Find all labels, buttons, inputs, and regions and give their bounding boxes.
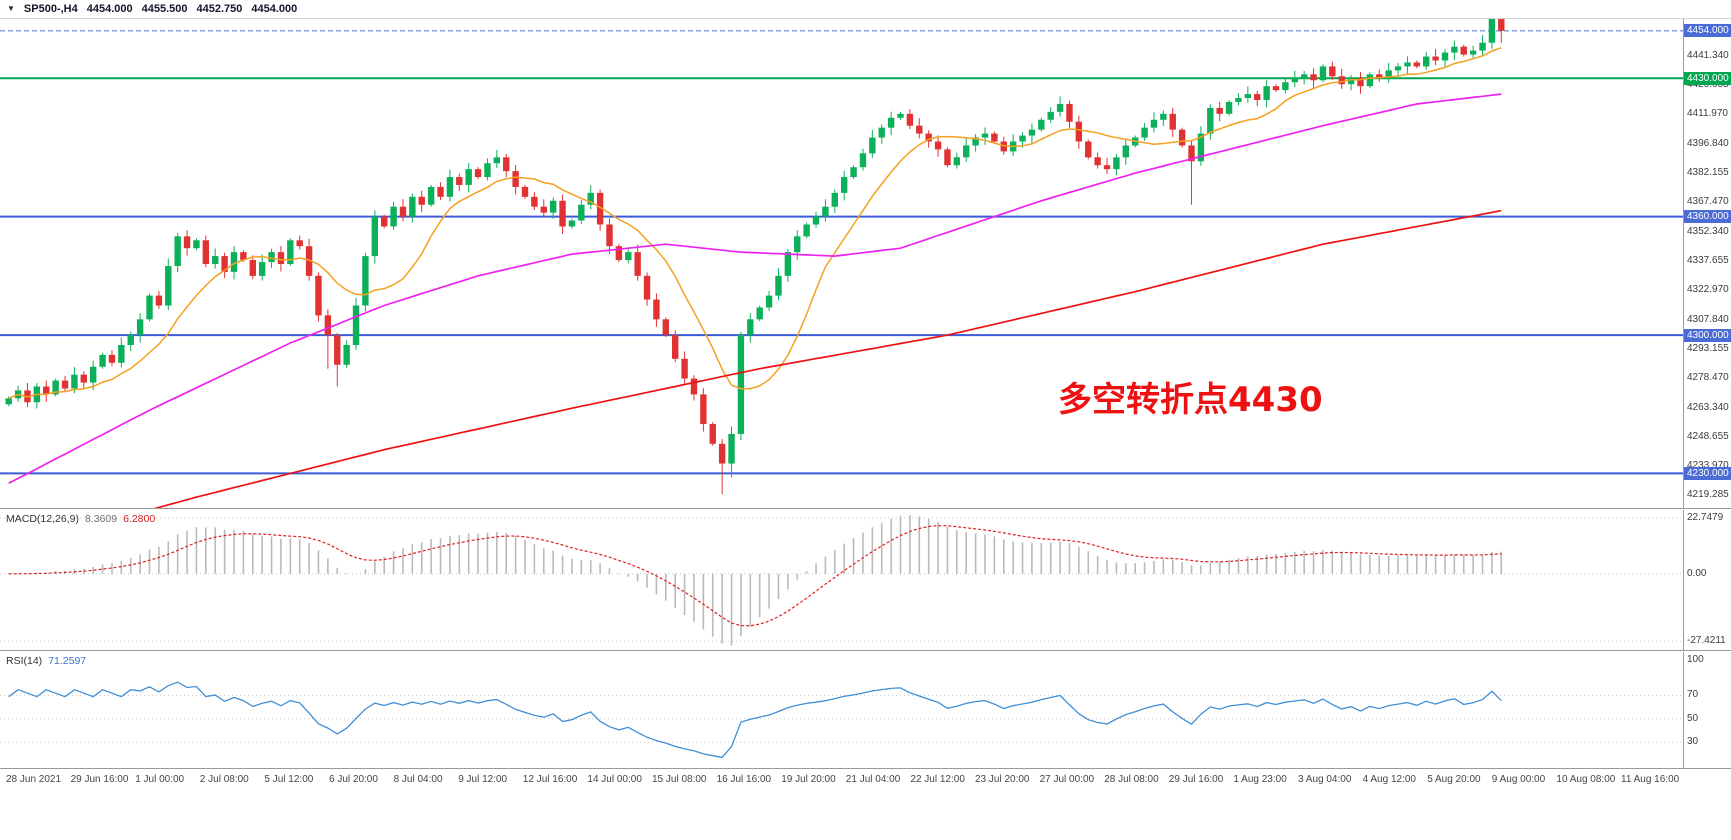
time-label: 10 Aug 08:00 bbox=[1556, 774, 1616, 785]
time-label: 2 Jul 08:00 bbox=[199, 774, 249, 785]
time-label: 19 Jul 20:00 bbox=[781, 774, 836, 785]
rsi-axis-label: 100 bbox=[1687, 654, 1704, 666]
time-label: 29 Jul 16:00 bbox=[1168, 774, 1224, 785]
price-tick-label: 4233.970 bbox=[1687, 459, 1729, 471]
macd-axis-label: 22.7479 bbox=[1687, 511, 1724, 523]
quote-high: 4455.500 bbox=[141, 3, 188, 15]
macd-axis-label: 0.00 bbox=[1687, 567, 1707, 579]
time-label: 4 Aug 12:00 bbox=[1362, 774, 1416, 785]
annotation-text: 多空转折点4430 bbox=[1058, 380, 1323, 420]
rsi-chart[interactable] bbox=[0, 652, 1683, 768]
price-level-label: 4430.000 bbox=[1684, 71, 1731, 85]
time-label: 28 Jul 08:00 bbox=[1104, 774, 1159, 785]
rsi-axis[interactable]: 100 70 50 30 bbox=[1683, 652, 1731, 768]
time-label: 16 Jul 16:00 bbox=[716, 774, 772, 785]
rsi-line bbox=[8, 681, 1502, 759]
quote-close: 4454.000 bbox=[251, 3, 298, 15]
time-axis[interactable]: 28 Jun 2021 29 Jun 16:00 1 Jul 00:00 2 Jul … bbox=[0, 770, 1731, 792]
time-label: 15 Jul 08:00 bbox=[652, 774, 707, 785]
rsi-panel bbox=[0, 652, 1731, 768]
rsi-value: 71.2597 bbox=[48, 655, 87, 667]
symbol-dropdown-icon[interactable]: ▼ bbox=[7, 3, 15, 13]
time-label: 5 Jul 12:00 bbox=[264, 774, 314, 785]
time-label: 1 Jul 00:00 bbox=[135, 774, 185, 785]
time-label: 9 Aug 00:00 bbox=[1491, 774, 1546, 785]
time-label: 28 Jun 2021 bbox=[6, 774, 62, 785]
price-tick-label: 4293.155 bbox=[1687, 342, 1729, 354]
time-label: 3 Aug 04:00 bbox=[1298, 774, 1352, 785]
price-tick-label: 4396.840 bbox=[1687, 137, 1729, 149]
macd-axis-label: -27.4211 bbox=[1687, 635, 1726, 647]
time-label: 5 Aug 20:00 bbox=[1427, 774, 1481, 785]
price-level-label: 4230.000 bbox=[1684, 466, 1731, 480]
panel-separator[interactable] bbox=[0, 768, 1731, 769]
price-tick-label: 4278.470 bbox=[1687, 371, 1729, 383]
rsi-label-row: RSI(14) 71.2597 bbox=[6, 655, 86, 667]
rsi-axis-label: 70 bbox=[1687, 689, 1699, 701]
macd-signal-line bbox=[8, 524, 1502, 627]
time-label: 14 Jul 00:00 bbox=[587, 774, 642, 785]
panel-separator[interactable] bbox=[0, 508, 1731, 509]
time-label: 11 Aug 16:00 bbox=[1621, 774, 1680, 785]
moving-averages-group bbox=[8, 47, 1502, 508]
price-level-label: 4300.000 bbox=[1684, 328, 1731, 342]
price-tick-label: 4352.340 bbox=[1687, 225, 1729, 237]
price-level-label: 4360.000 bbox=[1684, 210, 1731, 224]
price-panel: 多空转折点4430 bbox=[0, 19, 1731, 508]
price-tick-label: 4263.340 bbox=[1687, 401, 1729, 413]
rsi-indicator-label: RSI(14) bbox=[6, 655, 43, 667]
macd-signal-value: 6.2800 bbox=[123, 513, 156, 525]
macd-chart[interactable] bbox=[0, 510, 1683, 650]
time-label: 22 Jul 12:00 bbox=[910, 774, 965, 785]
macd-panel bbox=[0, 510, 1731, 650]
time-label: 8 Jul 04:00 bbox=[393, 774, 443, 785]
time-label: 9 Jul 12:00 bbox=[458, 774, 508, 785]
rsi-axis-label: 50 bbox=[1687, 712, 1699, 724]
price-tick-label: 4248.655 bbox=[1687, 430, 1729, 442]
quote-low: 4452.750 bbox=[196, 3, 243, 15]
macd-main-value: 8.3609 bbox=[84, 513, 118, 525]
quote-open: 4454.000 bbox=[86, 3, 133, 15]
time-label: 12 Jul 16:00 bbox=[522, 774, 578, 785]
price-tick-label: 4307.840 bbox=[1687, 313, 1729, 325]
symbol-timeframe-label: SP500-,H4 bbox=[23, 3, 78, 15]
time-label: 21 Jul 04:00 bbox=[845, 774, 901, 785]
panel-separator[interactable] bbox=[0, 650, 1731, 651]
price-level-label: 4454.000 bbox=[1684, 24, 1731, 38]
chart-header: ▼ SP500-,H4 4454.000 4455.500 4452.750 4… bbox=[0, 0, 1731, 19]
price-axis[interactable]: 4441.3404426.6554411.9704396.8404382.155… bbox=[1683, 19, 1731, 508]
price-tick-label: 4322.970 bbox=[1687, 283, 1729, 295]
price-tick-label: 4337.655 bbox=[1687, 254, 1729, 266]
rsi-axis-label: 30 bbox=[1687, 736, 1699, 748]
price-tick-label: 4219.285 bbox=[1687, 488, 1729, 500]
time-label: 6 Jul 20:00 bbox=[329, 774, 378, 785]
price-tick-label: 4441.340 bbox=[1687, 49, 1729, 61]
macd-axis[interactable]: 22.7479 0.00 -27.4211 bbox=[1683, 510, 1731, 650]
macd-label-row: MACD(12,26,9) 8.3609 6.2800 bbox=[6, 513, 155, 525]
time-label: 29 Jun 16:00 bbox=[70, 774, 129, 785]
price-tick-label: 4411.970 bbox=[1687, 107, 1728, 119]
time-label: 27 Jul 00:00 bbox=[1039, 774, 1095, 785]
price-tick-label: 4382.155 bbox=[1687, 166, 1729, 178]
candlestick-chart[interactable]: 多空转折点4430 bbox=[0, 19, 1683, 508]
candles-group bbox=[5, 19, 1505, 495]
horizontal-levels-group bbox=[0, 77, 1683, 475]
macd-histogram-group bbox=[17, 515, 1503, 646]
macd-indicator-label: MACD(12,26,9) bbox=[6, 513, 79, 525]
time-label: 23 Jul 20:00 bbox=[975, 774, 1030, 785]
price-tick-label: 4367.470 bbox=[1687, 195, 1729, 207]
time-label: 1 Aug 23:00 bbox=[1233, 774, 1287, 785]
